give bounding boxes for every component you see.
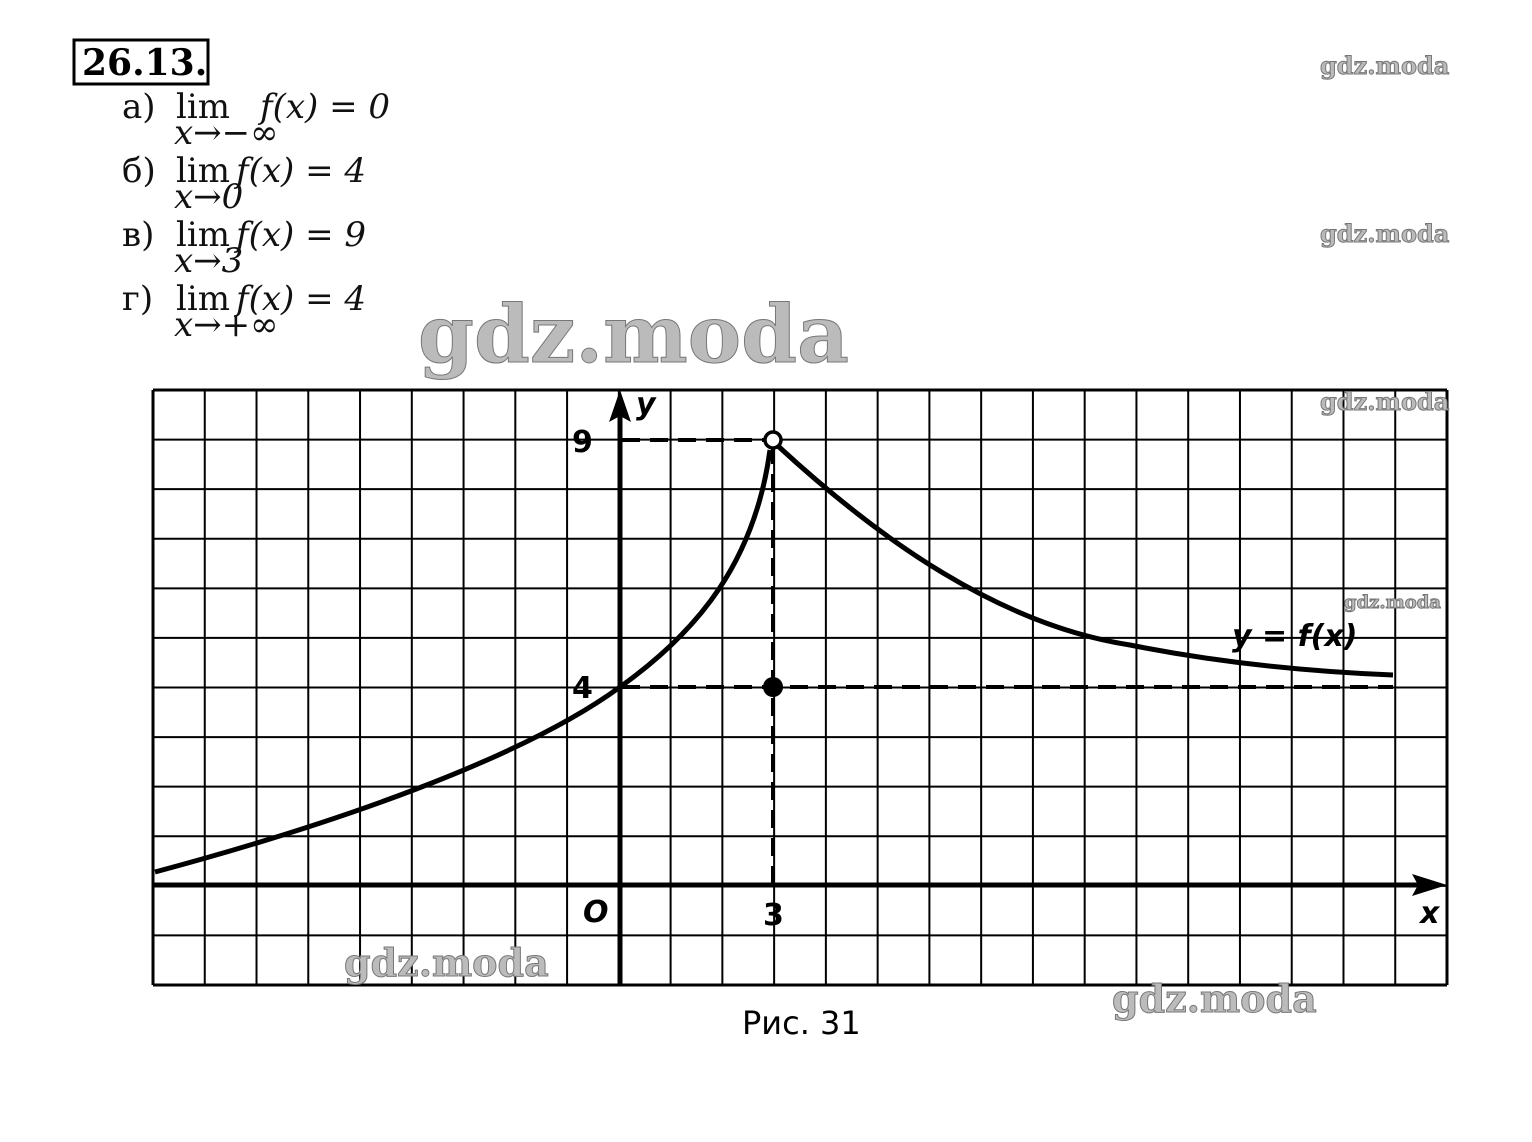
limit-expression: f(x) = 4 (233, 279, 366, 319)
item-label: г) (122, 279, 153, 319)
guides (622, 438, 1393, 885)
y-arrow (609, 390, 631, 422)
limit: lim (176, 279, 230, 319)
limit-expression: f(x) = 4 (233, 151, 366, 191)
limit: lim (176, 215, 230, 255)
problem-box (72, 38, 210, 86)
watermark: gdz.moda (1344, 592, 1441, 613)
watermark: gdz.moda (1320, 51, 1449, 80)
y-axis-label: y (636, 387, 657, 422)
limit-expression: f(x) = 0 (257, 87, 390, 127)
filled-point (763, 677, 783, 697)
item-label: а) (122, 87, 156, 127)
open-point (763, 430, 783, 450)
curve-label: y = f(x) (1232, 619, 1357, 654)
limit: lim (176, 87, 230, 127)
y-tick-label: 4 (572, 671, 593, 706)
limit-subscript: x→+∞ (174, 305, 278, 345)
figure-labels: y x O 9 4 3 y = f(x) (572, 387, 1441, 933)
x-tick-label: 3 (763, 898, 784, 933)
limit-subscript: x→3 (174, 241, 243, 281)
watermark: gdz.moda (418, 287, 849, 381)
item-label: в) (122, 215, 154, 255)
origin-label: O (583, 895, 609, 930)
axes (153, 415, 1420, 985)
x-axis-label: x (1418, 896, 1441, 931)
x-arrow (1412, 874, 1447, 896)
limit-expression: f(x) = 9 (233, 215, 366, 255)
limit-subscript: x→0 (174, 177, 243, 217)
watermark: gdz.moda (1112, 976, 1317, 1021)
curve-left (154, 449, 773, 875)
curve-right (776, 444, 1394, 678)
caption: Рис. 31 (742, 1004, 861, 1042)
limit: lim (176, 151, 230, 191)
limit-subscript: x→−∞ (174, 113, 278, 153)
watermark: gdz.moda (1320, 387, 1449, 416)
watermark: gdz.moda (344, 940, 549, 985)
y-tick-label: 9 (572, 425, 593, 460)
problem-number: 26.13. (82, 42, 207, 84)
watermark: gdz.moda (1320, 219, 1449, 248)
item-label: б) (122, 151, 156, 191)
